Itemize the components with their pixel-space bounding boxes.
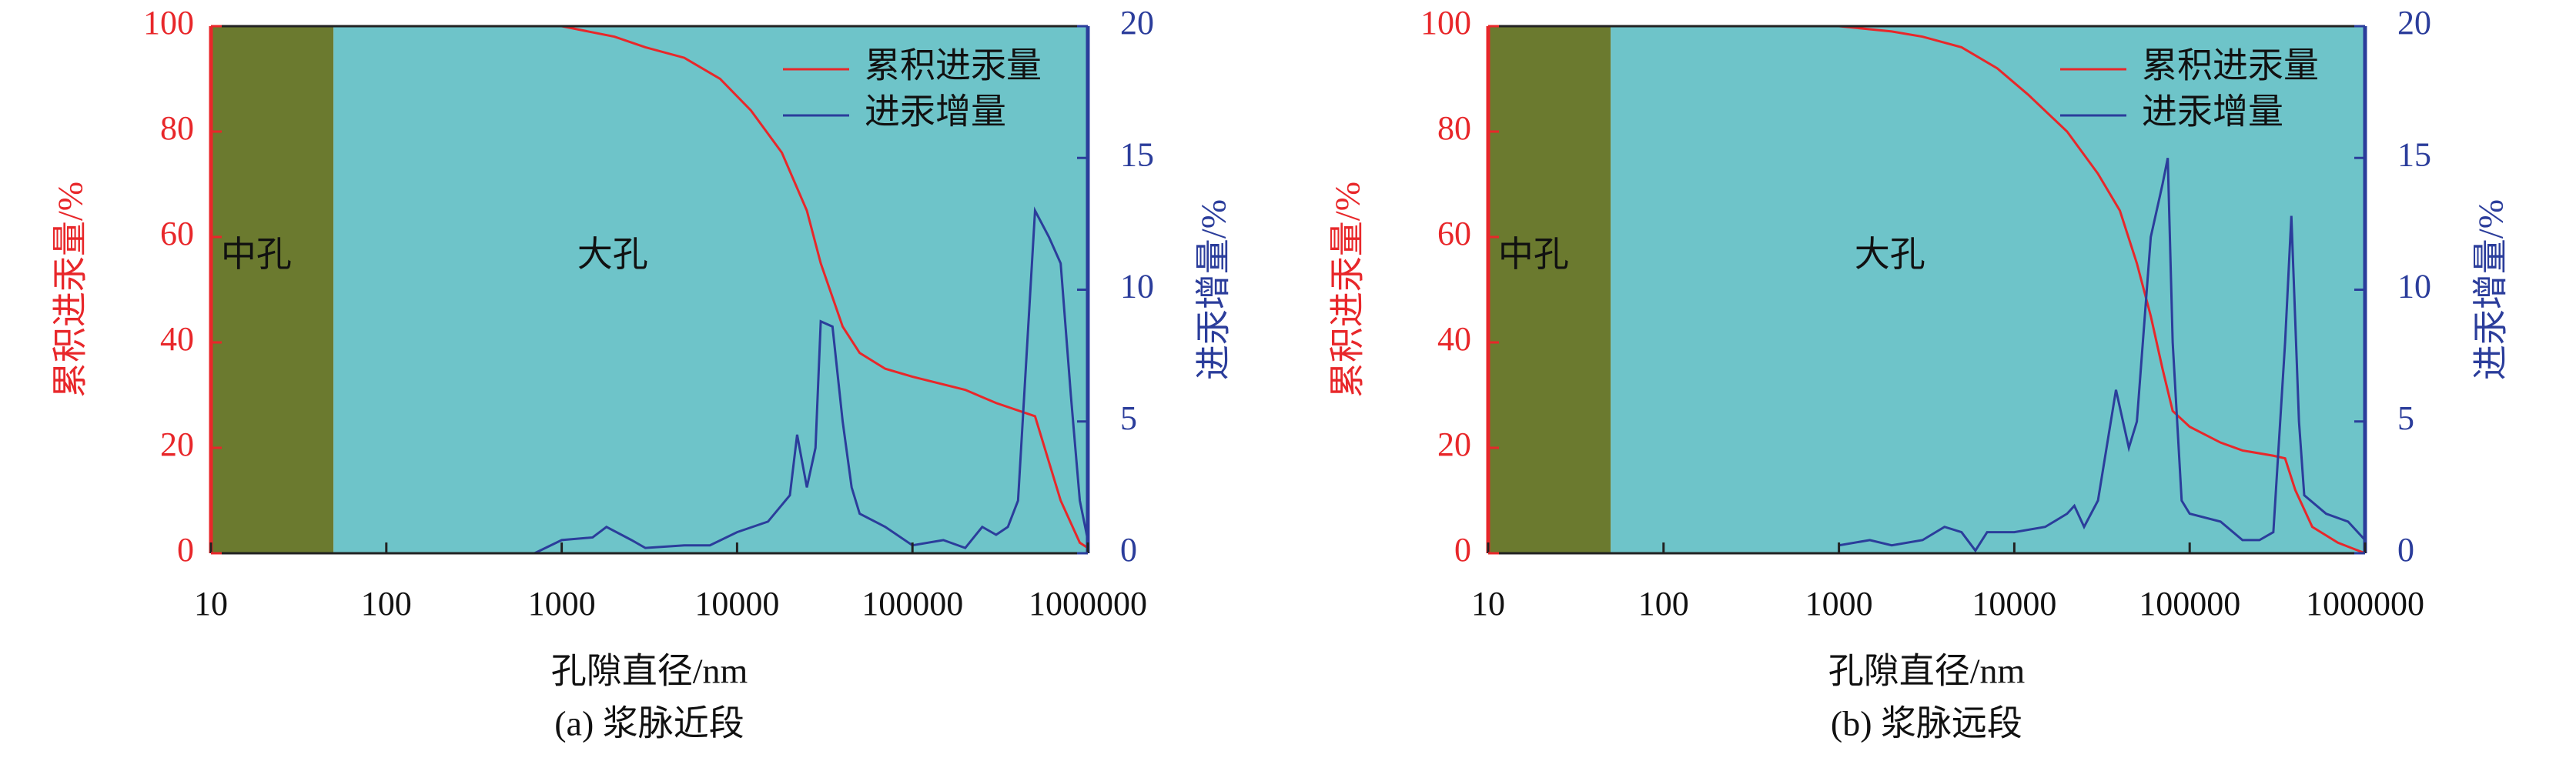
- y2-tick-label: 0: [1120, 531, 1137, 569]
- x-tick-label: 1000: [1805, 585, 1873, 622]
- y2-tick-label: 15: [2397, 135, 2431, 173]
- legend-label: 进汞增量: [865, 92, 1006, 132]
- y-tick-label: 20: [1437, 426, 1471, 463]
- x-tick-label: 100000: [861, 585, 963, 622]
- x-axis-title: 孔隙直径/nm: [1828, 652, 2026, 691]
- x-tick-label: 10: [1471, 585, 1505, 622]
- y-tick-label: 100: [143, 4, 194, 42]
- x-tick-label: 10: [194, 585, 228, 622]
- series-line: [1838, 157, 2367, 553]
- y-tick-label: 40: [1437, 320, 1471, 358]
- legend-label: 进汞增量: [2142, 92, 2283, 132]
- y-tick-label: 0: [1454, 531, 1471, 569]
- y-tick-label: 60: [1437, 215, 1471, 252]
- y-tick-label: 100: [1420, 4, 1471, 42]
- region-label: 中孔: [221, 235, 292, 274]
- series-line: [561, 25, 1089, 549]
- y2-tick-label: 20: [1120, 4, 1154, 42]
- y-axis-title: 累积进汞量/%: [1328, 182, 1367, 398]
- caption: (b) 浆脉远段: [1831, 704, 2022, 743]
- region-label: 中孔: [1498, 235, 1569, 274]
- x-tick-label: 1000: [528, 585, 596, 622]
- x-axis-title: 孔隙直径/nm: [551, 652, 748, 691]
- y-tick-label: 80: [1437, 109, 1471, 147]
- legend-label: 累积进汞量: [865, 46, 1042, 85]
- y2-tick-label: 0: [2397, 531, 2414, 569]
- y2-tick-label: 10: [2397, 268, 2431, 305]
- x-tick-label: 100: [1638, 585, 1689, 622]
- region-label: 大孔: [1855, 235, 1925, 274]
- y-axis-title: 累积进汞量/%: [51, 182, 90, 398]
- y-tick-label: 20: [160, 426, 194, 463]
- x-tick-label: 10000: [694, 585, 779, 622]
- region: [211, 26, 334, 553]
- series-line: [1838, 25, 2366, 555]
- x-tick-label: 1000000: [1029, 585, 1147, 622]
- series-line: [534, 206, 1089, 555]
- y2-tick-label: 20: [2397, 4, 2431, 42]
- y2-axis-title: 进汞增量/%: [1194, 199, 1233, 380]
- y2-tick-label: 5: [1120, 399, 1137, 437]
- x-tick-label: 1000000: [2306, 585, 2424, 622]
- region-label: 大孔: [577, 235, 648, 274]
- x-tick-label: 10000: [1972, 585, 2056, 622]
- region: [1611, 26, 2365, 553]
- y-tick-label: 60: [160, 215, 194, 252]
- y-tick-label: 0: [177, 531, 194, 569]
- y-tick-label: 80: [160, 109, 194, 147]
- region: [333, 26, 1089, 553]
- y2-tick-label: 5: [2397, 399, 2414, 437]
- x-tick-label: 100000: [2139, 585, 2240, 622]
- x-tick-label: 100: [361, 585, 412, 622]
- legend-label: 累积进汞量: [2142, 46, 2319, 85]
- y-tick-label: 40: [160, 320, 194, 358]
- y2-tick-label: 10: [1120, 268, 1154, 305]
- caption: (a) 浆脉近段: [554, 704, 744, 743]
- y2-tick-label: 15: [1120, 135, 1154, 173]
- y2-axis-title: 进汞增量/%: [2471, 199, 2511, 380]
- region: [1488, 26, 1611, 553]
